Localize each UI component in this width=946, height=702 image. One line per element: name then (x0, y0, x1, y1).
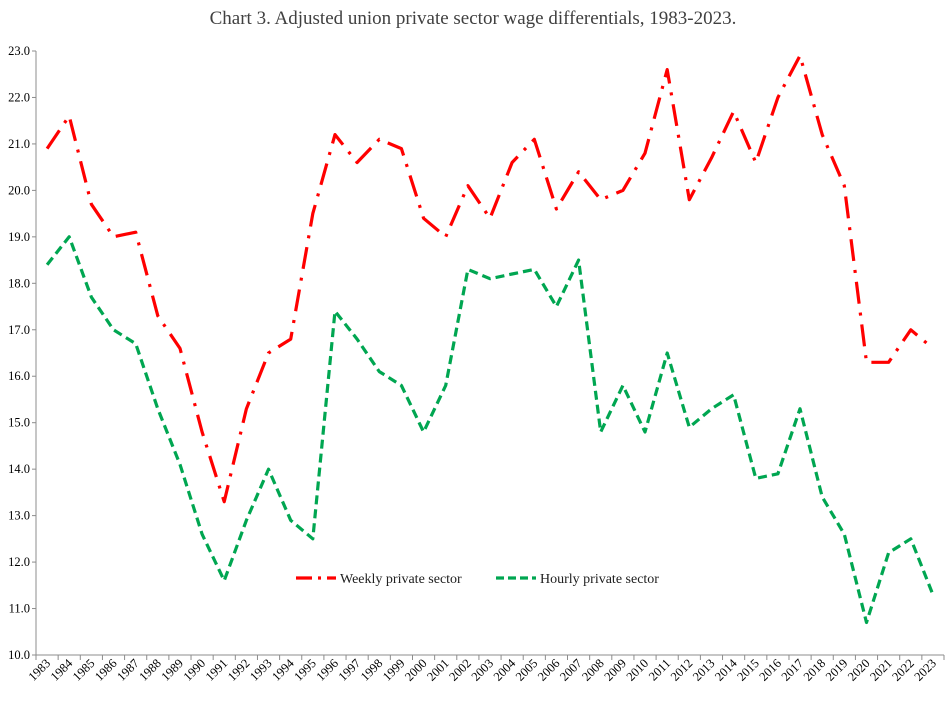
y-tick-label: 22.0 (8, 90, 30, 104)
x-tick-label: 1990 (181, 656, 209, 684)
x-tick-label: 1987 (114, 656, 142, 684)
x-tick-label: 1999 (380, 656, 408, 684)
y-tick-label: 13.0 (8, 509, 30, 523)
x-tick-label: 1988 (136, 656, 164, 684)
x-tick-label: 2022 (889, 656, 917, 684)
y-tick-label: 16.0 (8, 369, 30, 383)
x-tick-label: 2001 (424, 656, 452, 684)
chart-title: Chart 3. Adjusted union private sector w… (209, 8, 737, 29)
y-tick-label: 14.0 (8, 462, 30, 476)
y-tick-label: 21.0 (8, 137, 30, 151)
x-tick-label: 2004 (491, 656, 519, 684)
x-tick-label: 2011 (646, 656, 673, 683)
x-tick-label: 2020 (845, 656, 873, 684)
x-tick-label: 2008 (579, 656, 607, 684)
x-tick-label: 1995 (291, 656, 319, 684)
x-tick-label: 2003 (469, 656, 497, 684)
x-tick-label: 2021 (867, 656, 895, 684)
x-tick-label: 2000 (402, 656, 430, 684)
x-tick-label: 2002 (446, 656, 474, 684)
x-tick-label: 2018 (801, 656, 829, 684)
series-line-hourly (45, 235, 935, 625)
x-tick-label: 1991 (203, 656, 231, 684)
x-tick-label: 2007 (557, 656, 585, 684)
y-tick-label: 20.0 (8, 183, 30, 197)
x-tick-label: 1984 (48, 656, 76, 684)
x-tick-label: 1986 (92, 656, 120, 684)
y-tick-label: 17.0 (8, 323, 30, 337)
x-tick-label: 2010 (624, 656, 652, 684)
y-tick-label: 11.0 (9, 602, 30, 616)
x-tick-label: 2006 (535, 656, 563, 684)
y-tick-label: 23.0 (8, 44, 30, 58)
x-tick-label: 2015 (734, 656, 762, 684)
x-tick-label: 1996 (314, 656, 342, 684)
x-tick-label: 2016 (756, 656, 784, 684)
x-tick-label: 1989 (158, 656, 186, 684)
y-tick-label: 18.0 (8, 276, 30, 290)
legend-label: Hourly private sector (540, 572, 659, 587)
x-tick-label: 1985 (70, 656, 98, 684)
y-tick-label: 12.0 (8, 555, 30, 569)
x-tick-label: 2019 (823, 656, 851, 684)
x-tick-label: 1993 (247, 656, 275, 684)
legend-label: Weekly private sector (340, 572, 462, 587)
y-tick-label: 19.0 (8, 230, 30, 244)
x-tick-label: 2023 (911, 656, 939, 684)
x-tick-label: 1997 (336, 656, 364, 684)
x-tick-label: 1998 (358, 656, 386, 684)
series-layer (45, 53, 935, 625)
x-axis: 1983198419851986198719881989199019911992… (26, 654, 945, 684)
x-tick-label: 2005 (513, 656, 541, 684)
legend: Weekly private sector Hourly private sect… (296, 572, 659, 587)
x-tick-label: 2013 (690, 656, 718, 684)
series-line-weekly (45, 53, 934, 504)
y-axis: 10.0 11.0 12.0 13.0 14.0 15.0 16.0 17.0 18.0 19.0… (8, 44, 37, 662)
x-tick-label: 2014 (712, 656, 740, 684)
x-tick-label: 2012 (668, 656, 696, 684)
y-tick-label: 10.0 (8, 648, 30, 662)
x-tick-label: 2017 (779, 656, 807, 684)
x-tick-label: 2009 (601, 656, 629, 684)
x-tick-label: 1994 (269, 656, 297, 684)
y-tick-label: 15.0 (8, 416, 30, 430)
x-tick-label: 1992 (225, 656, 253, 684)
